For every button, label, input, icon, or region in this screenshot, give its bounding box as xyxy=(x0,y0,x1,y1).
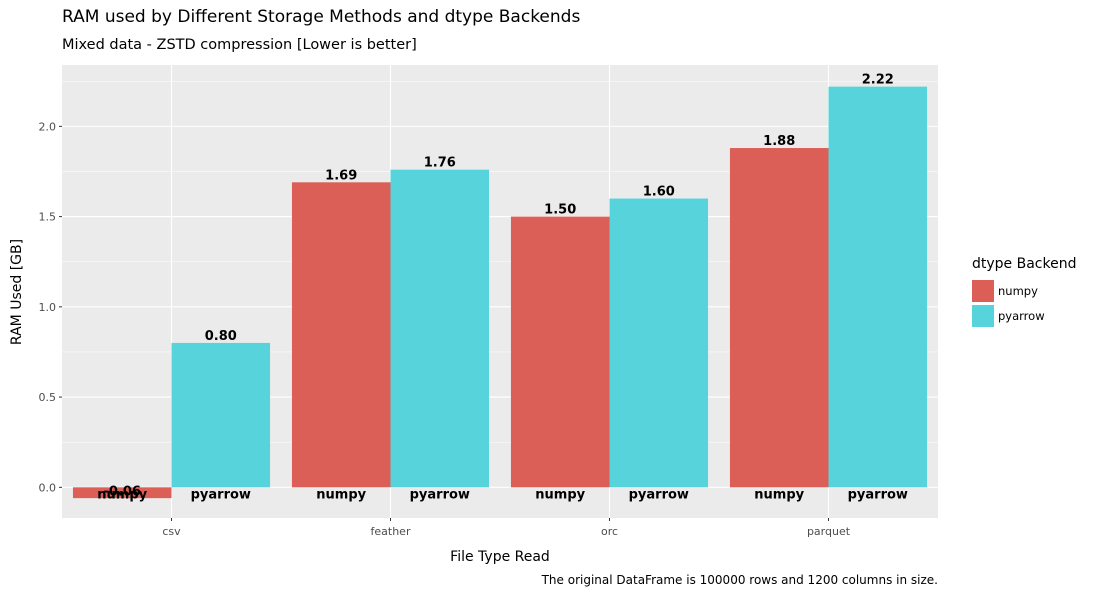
x-tick-label-feather: feather xyxy=(371,525,411,538)
value-label-numpy-feather: 1.69 xyxy=(325,168,357,183)
series-label-pyarrow-csv: pyarrow xyxy=(191,487,251,502)
value-label-pyarrow-parquet: 2.22 xyxy=(862,73,894,88)
value-label-pyarrow-orc: 1.60 xyxy=(643,185,675,200)
x-axis: csv feather orc parquet xyxy=(162,518,851,538)
series-label-pyarrow-feather: pyarrow xyxy=(410,487,470,502)
bar-pyarrow-feather xyxy=(390,169,490,488)
x-tick-label-parquet: parquet xyxy=(807,525,851,538)
series-label-numpy-orc: numpy xyxy=(535,487,585,502)
bar-numpy-csv xyxy=(72,487,172,499)
y-axis: 0.0 0.5 1.0 1.5 2.0 xyxy=(39,120,62,494)
legend-item-pyarrow: pyarrow xyxy=(972,303,1076,328)
legend-label-pyarrow: pyarrow xyxy=(998,308,1045,323)
series-label-numpy-parquet: numpy xyxy=(754,487,804,502)
chart-title: RAM used by Different Storage Methods an… xyxy=(62,7,581,27)
y-tick-label: 1.0 xyxy=(39,301,57,314)
bars-group xyxy=(72,86,928,499)
series-label-numpy-csv: numpy xyxy=(97,487,147,502)
chart-caption: The original DataFrame is 100000 rows an… xyxy=(541,573,938,587)
value-label-pyarrow-csv: 0.80 xyxy=(205,329,237,344)
x-tick-label-orc: orc xyxy=(601,525,618,538)
legend-title: dtype Backend xyxy=(972,256,1077,272)
value-label-numpy-parquet: 1.88 xyxy=(763,134,795,149)
legend-swatch-pyarrow xyxy=(972,304,994,327)
chart-subtitle: Mixed data - ZSTD compression [Lower is … xyxy=(62,37,417,53)
bar-numpy-feather xyxy=(291,182,391,488)
value-label-numpy-orc: 1.50 xyxy=(544,203,576,218)
legend: dtype Backend numpy pyarrow xyxy=(972,256,1076,328)
legend-label-numpy: numpy xyxy=(998,283,1038,298)
bar-numpy-orc xyxy=(510,216,610,488)
series-label-numpy-feather: numpy xyxy=(316,487,366,502)
bar-pyarrow-parquet xyxy=(828,86,928,488)
legend-swatch-numpy xyxy=(972,279,994,302)
series-label-pyarrow-orc: pyarrow xyxy=(629,487,689,502)
series-label-pyarrow-parquet: pyarrow xyxy=(848,487,908,502)
labels-group: -0.06numpy1.69numpy1.50numpy1.88numpy0.8… xyxy=(97,73,908,503)
x-axis-title: File Type Read xyxy=(450,549,550,565)
legend-item-numpy: numpy xyxy=(972,278,1076,303)
bar-pyarrow-orc xyxy=(609,198,709,488)
y-axis-title: RAM Used [GB] xyxy=(9,239,25,345)
y-tick-label: 0.0 xyxy=(39,481,57,494)
y-tick-label: 1.5 xyxy=(39,211,57,224)
value-label-numpy-csv: -0.06 xyxy=(103,484,140,499)
x-tick-label-csv: csv xyxy=(162,525,181,538)
value-label-pyarrow-feather: 1.76 xyxy=(424,156,456,171)
y-tick-label: 2.0 xyxy=(39,120,57,133)
bar-numpy-parquet xyxy=(729,148,829,488)
y-tick-label: 0.5 xyxy=(39,391,57,404)
bar-pyarrow-csv xyxy=(171,342,271,488)
